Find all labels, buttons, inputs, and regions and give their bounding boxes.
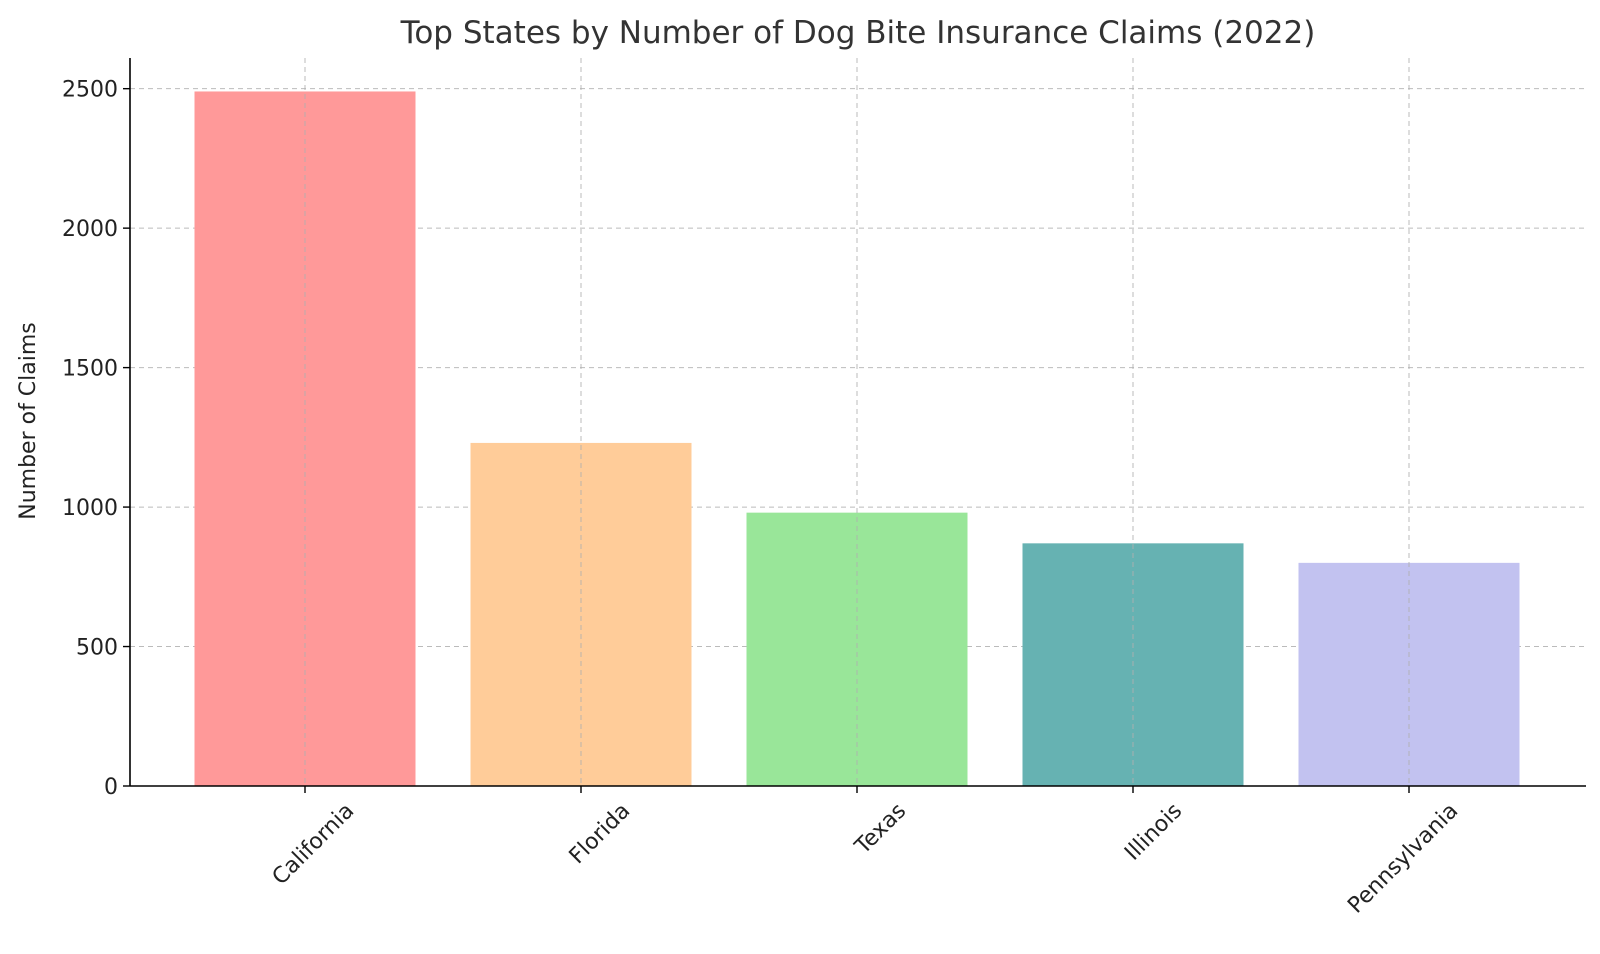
x-tick-label: Illinois: [1120, 799, 1187, 866]
y-ticks: 0 500 1000 1500 2000 2500: [62, 78, 130, 800]
chart-title: Top States by Number of Dog Bite Insuran…: [400, 15, 1316, 51]
bar-texas: [746, 512, 968, 786]
y-axis-label: Number of Claims: [16, 322, 41, 520]
x-tick-label: Pennsylvania: [1343, 799, 1463, 919]
x-ticks: California Florida Texas Illinois Pennsylvan…: [268, 786, 1463, 919]
y-tick-label: 1000: [62, 496, 118, 521]
y-tick-label: 2500: [62, 78, 118, 103]
x-tick-label: California: [268, 799, 360, 891]
y-tick-label: 0: [104, 775, 118, 800]
y-tick-label: 500: [76, 636, 118, 661]
y-tick-label: 2000: [62, 217, 118, 242]
x-tick-label: Florida: [565, 799, 636, 870]
y-tick-label: 1500: [62, 357, 118, 382]
axes: [129, 58, 1586, 787]
x-tick-label: Texas: [850, 799, 911, 860]
